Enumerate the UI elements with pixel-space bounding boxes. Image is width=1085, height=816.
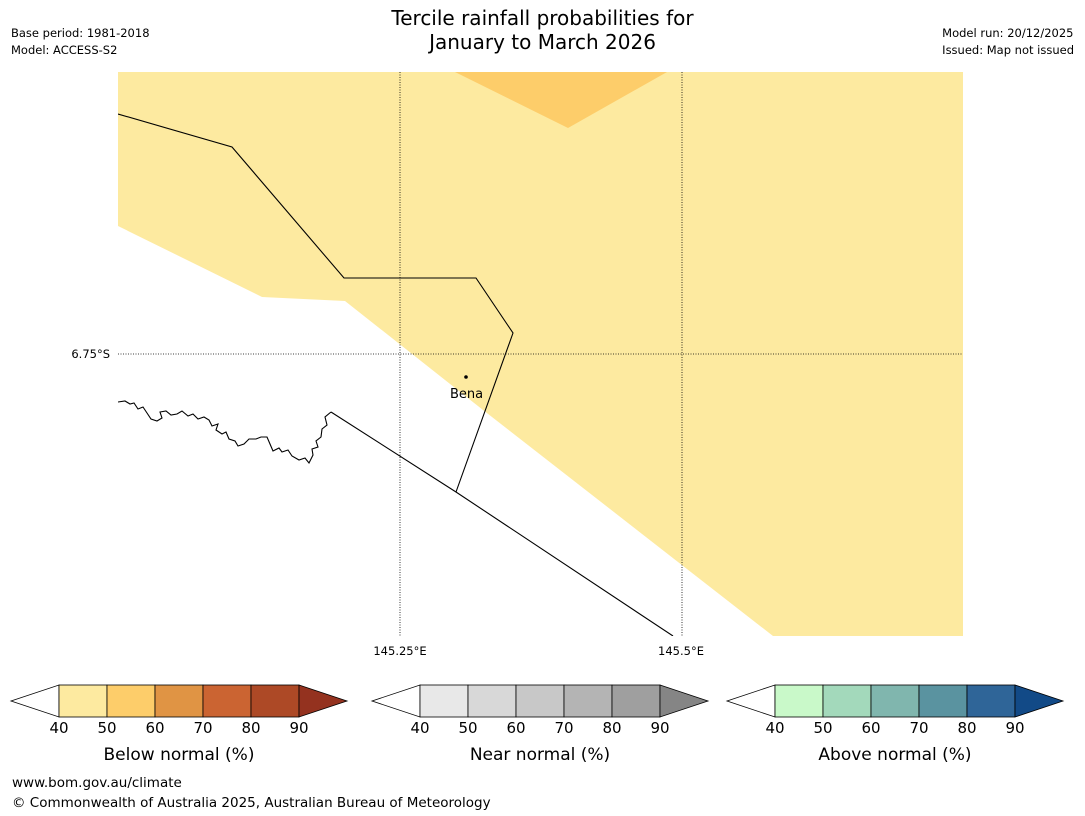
colorbar-under-triangle xyxy=(725,684,776,718)
colorbar-tick-label: 40 xyxy=(765,719,785,737)
footer-copyright: © Commonwealth of Australia 2025, Austra… xyxy=(12,795,491,811)
longitude-label-145-25: 145.25°E xyxy=(373,644,427,658)
colorbar-segment xyxy=(611,684,661,718)
colorbar-tick-label: 60 xyxy=(145,719,165,737)
colorbar-segment xyxy=(58,684,108,718)
colorbar-title-below: Below normal (%) xyxy=(103,745,255,765)
model-run: Model run: 20/12/2025 xyxy=(942,26,1074,40)
colorbar-ticks-below: 40 50 60 70 80 90 xyxy=(11,719,347,739)
colorbar-tick-label: 80 xyxy=(957,719,977,737)
colorbar-over-triangle xyxy=(298,684,349,718)
bena-marker xyxy=(464,375,468,379)
colorbar-tick-label: 50 xyxy=(813,719,833,737)
colorbar-over-triangle xyxy=(1014,684,1065,718)
colorbar-tick-label: 90 xyxy=(289,719,309,737)
base-period: Base period: 1981-2018 xyxy=(11,26,150,40)
colorbar-segment xyxy=(870,684,920,718)
colorbar-tick-label: 70 xyxy=(909,719,929,737)
title-line-2: January to March 2026 xyxy=(429,30,656,54)
colorbar-ticks-above: 40 50 60 70 80 90 xyxy=(727,719,1063,739)
rainfall-map xyxy=(118,72,963,636)
colorbar-tick-label: 60 xyxy=(506,719,526,737)
model-name: Model: ACCESS-S2 xyxy=(11,43,118,57)
meta-left: Base period: 1981-2018 Model: ACCESS-S2 xyxy=(11,25,150,59)
colorbar-tick-label: 50 xyxy=(458,719,478,737)
colorbars xyxy=(9,684,1065,718)
below-normal-50-60-region xyxy=(455,72,667,128)
colorbar-segment xyxy=(563,684,613,718)
colorbar-title-near: Near normal (%) xyxy=(469,745,611,765)
colorbar-segment xyxy=(419,684,469,718)
province-boundary-north xyxy=(118,113,514,493)
longitude-label-145-5: 145.5°E xyxy=(658,644,704,658)
latitude-label: 6.75°S xyxy=(71,347,110,361)
colorbar-tick-label: 70 xyxy=(554,719,574,737)
title-line-1: Tercile rainfall probabilities for xyxy=(391,6,694,30)
colorbar-above-normal xyxy=(725,684,1065,718)
colorbar-segment xyxy=(202,684,252,718)
colorbar-tick-label: 70 xyxy=(193,719,213,737)
colorbar-below-normal xyxy=(9,684,349,718)
province-boundary-south xyxy=(330,411,674,636)
issued-status: Issued: Map not issued xyxy=(942,43,1074,57)
river-line xyxy=(118,400,332,465)
colorbar-segment xyxy=(467,684,517,718)
colorbar-ticks-near: 40 50 60 70 80 90 xyxy=(372,719,708,739)
colorbar-segment xyxy=(918,684,968,718)
colorbar-segment xyxy=(154,684,204,718)
colorbar-under-triangle xyxy=(9,684,60,718)
colorbar-segment xyxy=(966,684,1016,718)
colorbar-under-triangle xyxy=(370,684,421,718)
colorbar-segment xyxy=(250,684,300,718)
colorbar-tick-label: 60 xyxy=(861,719,881,737)
colorbar-title-above: Above normal (%) xyxy=(818,745,972,765)
colorbar-over-triangle xyxy=(659,684,710,718)
colorbar-segment xyxy=(106,684,156,718)
colorbar-segment xyxy=(774,684,824,718)
page-title: Tercile rainfall probabilities for Janua… xyxy=(0,6,1085,54)
colorbar-tick-label: 90 xyxy=(650,719,670,737)
colorbar-tick-label: 80 xyxy=(602,719,622,737)
colorbar-tick-label: 50 xyxy=(97,719,117,737)
colorbar-segment xyxy=(515,684,565,718)
colorbar-tick-label: 90 xyxy=(1005,719,1025,737)
meta-right: Model run: 20/12/2025 Issued: Map not is… xyxy=(942,25,1074,59)
colorbar-tick-label: 40 xyxy=(49,719,69,737)
footer-url[interactable]: www.bom.gov.au/climate xyxy=(12,775,182,791)
place-label-bena: Bena xyxy=(450,387,484,402)
colorbar-segment xyxy=(822,684,872,718)
colorbar-near-normal xyxy=(370,684,710,718)
colorbar-tick-label: 40 xyxy=(410,719,430,737)
colorbar-tick-label: 80 xyxy=(241,719,261,737)
